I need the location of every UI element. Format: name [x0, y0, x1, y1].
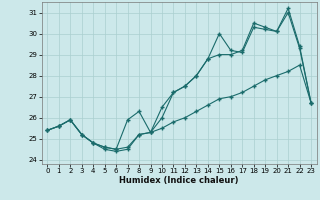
X-axis label: Humidex (Indice chaleur): Humidex (Indice chaleur): [119, 176, 239, 185]
